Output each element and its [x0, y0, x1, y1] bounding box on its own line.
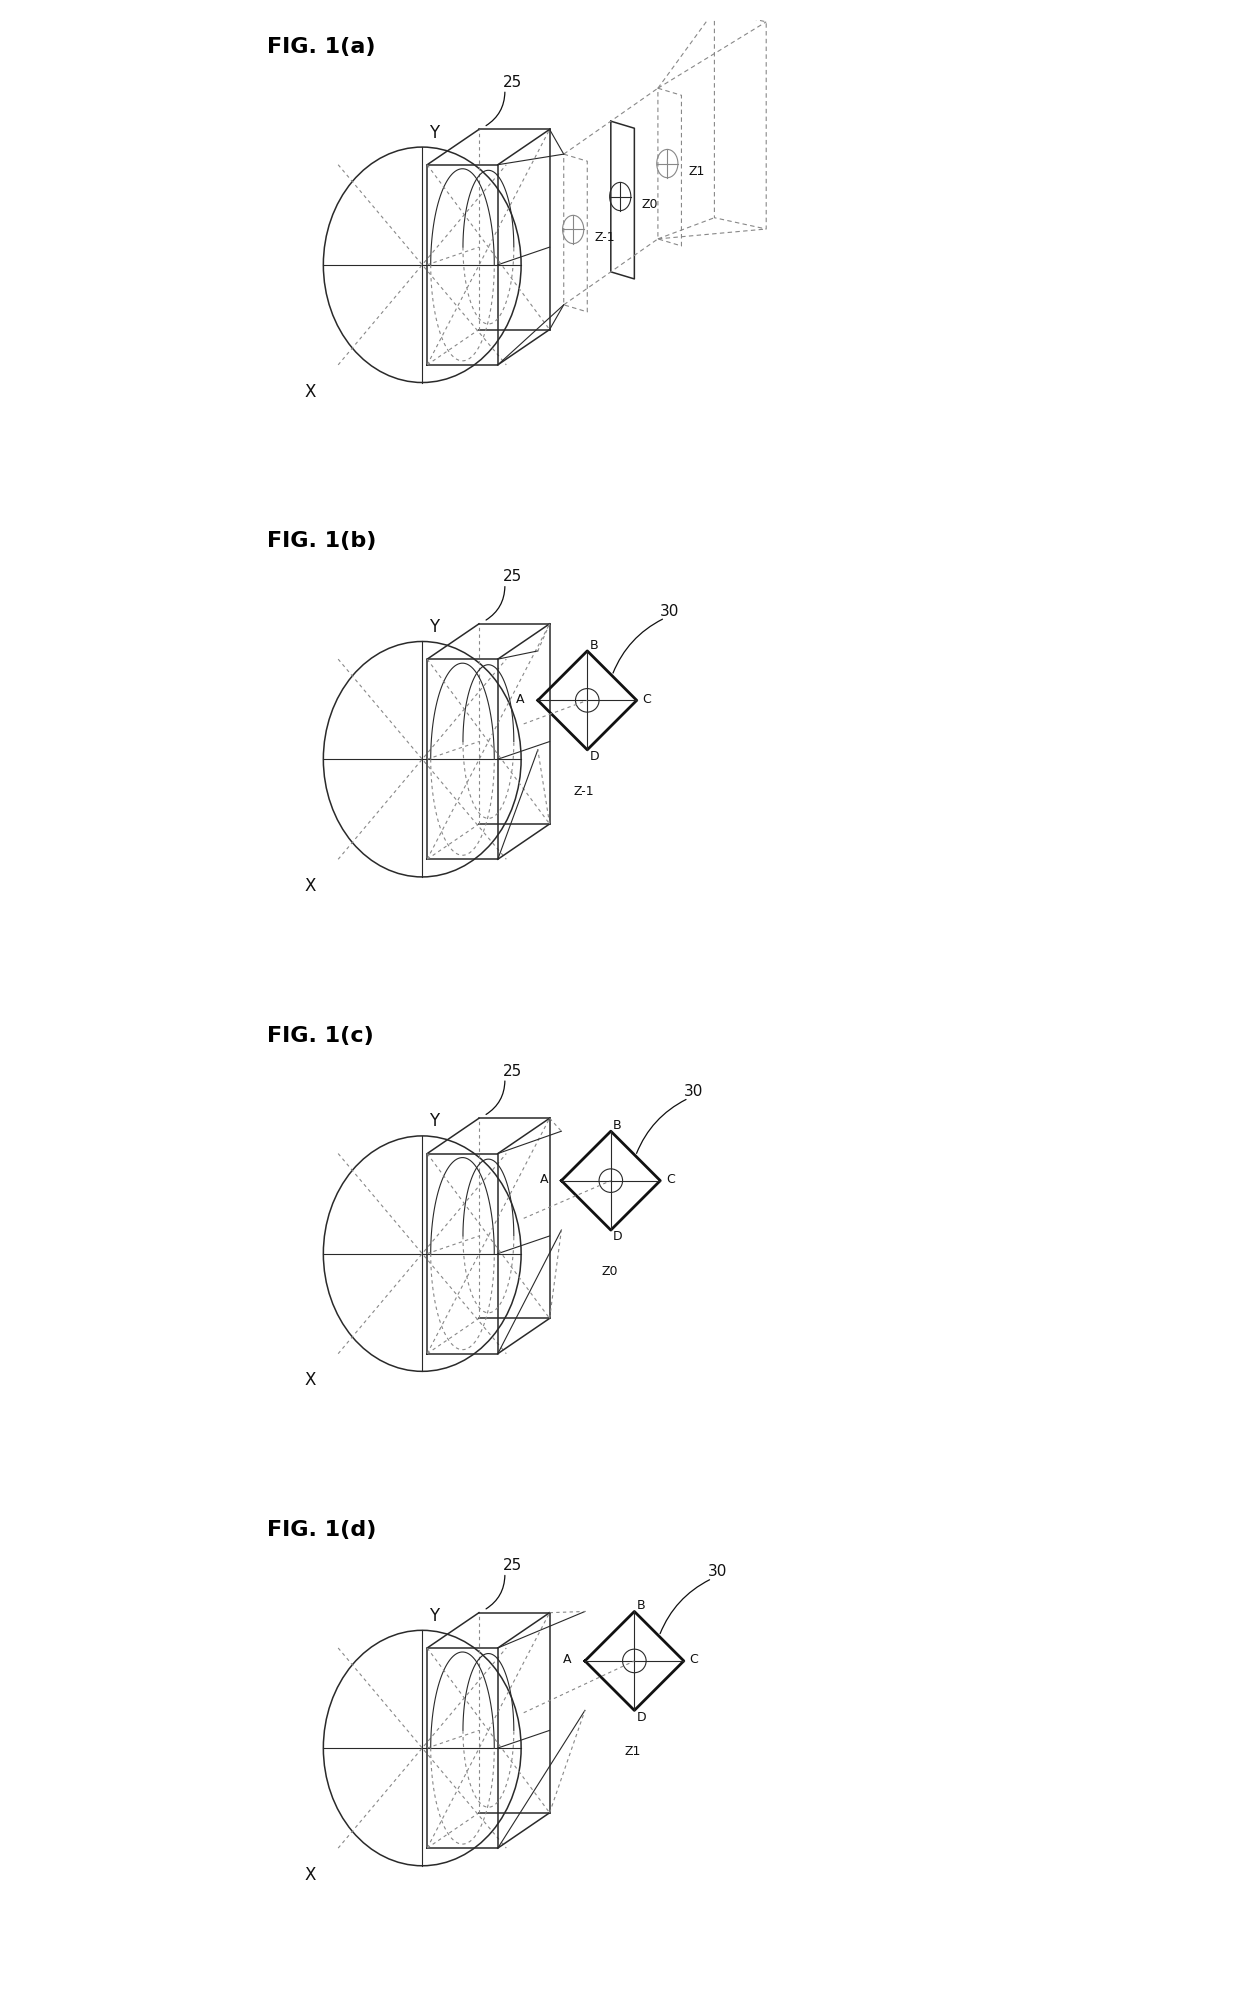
Text: 30: 30: [660, 604, 680, 618]
Text: FIG. 1(b): FIG. 1(b): [267, 530, 376, 550]
Text: FIG. 1(d): FIG. 1(d): [267, 1519, 376, 1539]
Text: A: A: [539, 1172, 548, 1186]
Text: 25: 25: [502, 76, 522, 90]
Text: 25: 25: [502, 1065, 522, 1079]
Text: X: X: [305, 877, 316, 895]
Text: C: C: [642, 692, 651, 706]
Text: FIG. 1(c): FIG. 1(c): [267, 1025, 373, 1045]
Text: C: C: [689, 1653, 698, 1667]
Text: Z1: Z1: [688, 166, 704, 177]
Text: B: B: [636, 1599, 645, 1611]
Text: D: D: [636, 1711, 646, 1723]
Text: Y: Y: [429, 618, 439, 636]
Text: D: D: [613, 1230, 622, 1244]
Text: 30: 30: [707, 1563, 727, 1579]
Text: X: X: [305, 383, 316, 401]
Text: B: B: [590, 638, 598, 652]
Text: Z-1: Z-1: [573, 784, 594, 798]
Text: A: A: [563, 1653, 572, 1667]
Text: Y: Y: [429, 1113, 439, 1131]
Text: 30: 30: [683, 1085, 703, 1099]
Text: Z0: Z0: [601, 1264, 618, 1278]
Text: FIG. 1(a): FIG. 1(a): [267, 38, 376, 58]
Text: 25: 25: [502, 1557, 522, 1573]
Text: Z-1: Z-1: [594, 231, 615, 243]
Text: X: X: [305, 1866, 316, 1884]
Text: B: B: [613, 1119, 621, 1133]
Text: A: A: [516, 692, 525, 706]
Text: Y: Y: [429, 124, 439, 142]
Text: Z1: Z1: [625, 1745, 641, 1759]
Text: 25: 25: [502, 570, 522, 584]
Text: D: D: [590, 750, 599, 764]
Text: Y: Y: [429, 1607, 439, 1625]
Text: C: C: [666, 1172, 675, 1186]
Text: Z0: Z0: [641, 197, 658, 211]
Text: X: X: [305, 1372, 316, 1390]
